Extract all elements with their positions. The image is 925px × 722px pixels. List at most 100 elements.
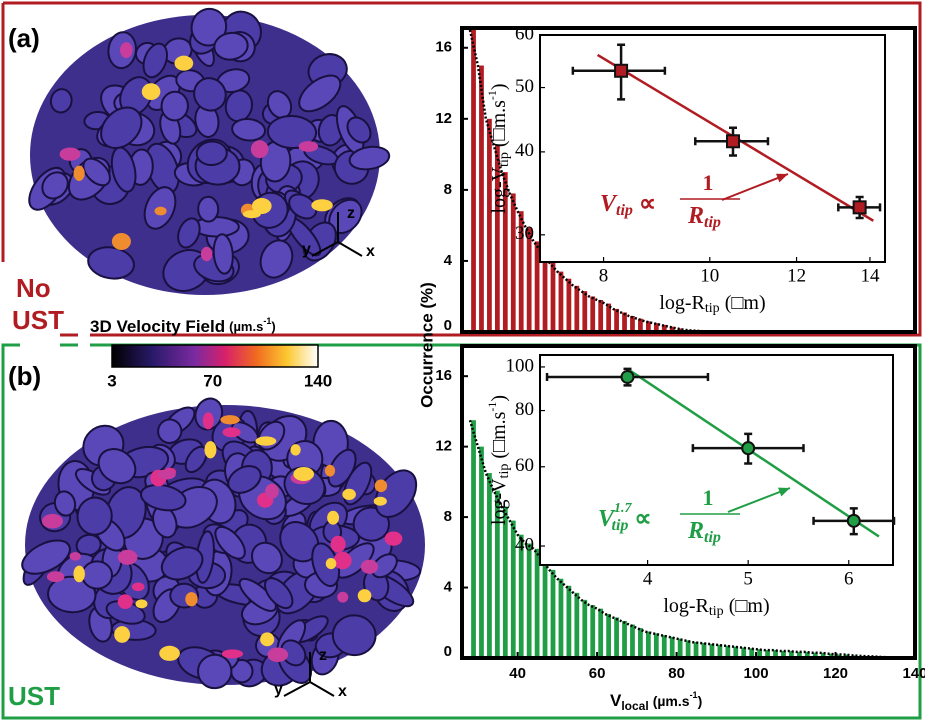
triad-label: x (366, 243, 375, 260)
hot-spot (373, 496, 387, 506)
x-axis-label: Vlocal (µm.s-1) (610, 690, 702, 713)
hot-spot (255, 436, 277, 446)
bar (765, 650, 770, 658)
lump (160, 546, 204, 581)
bar (502, 506, 508, 658)
lump (352, 506, 390, 542)
y-tick-label: 12 (435, 110, 452, 127)
y-tick-label: 60 (515, 23, 534, 44)
bar (590, 605, 596, 658)
x-label-text: log-R (659, 292, 705, 314)
annotation: V1.7 tip ∝ (598, 501, 652, 533)
bar (661, 635, 667, 658)
y-axis-label: log-Vtip (□m.s-1) (485, 395, 512, 525)
hot-spot (298, 141, 319, 152)
bar (733, 646, 739, 658)
lump (160, 90, 189, 122)
colorbar (111, 344, 319, 368)
bar (693, 642, 699, 658)
x-label-sub: tip (709, 604, 724, 619)
bar (487, 473, 492, 658)
hot-spot (174, 55, 194, 71)
hot-spot (311, 199, 333, 212)
hot-spot (374, 479, 388, 493)
x-label-text: log-R (663, 595, 709, 617)
lump (197, 653, 233, 690)
annotation-den-r: R (687, 203, 704, 229)
bar (614, 308, 619, 332)
bar (558, 578, 564, 658)
x-label-sub: local (621, 699, 648, 713)
x-tick-label: 10 (700, 265, 719, 286)
y-tick-label: 0 (444, 643, 452, 660)
hot-spot (131, 582, 145, 592)
bar (669, 636, 675, 658)
bar (542, 252, 548, 332)
y-tick-label: 4 (444, 252, 453, 269)
lump (53, 490, 77, 517)
bar (518, 211, 524, 332)
hot-spot (114, 626, 131, 643)
bar (820, 652, 826, 658)
y-label-text: log-V (488, 166, 510, 213)
y-label-sup: -1 (485, 90, 499, 100)
hot-spot (200, 246, 213, 262)
y-label-text: log-V (488, 478, 510, 525)
x-axis-label: log-Rtip (□m) (663, 595, 769, 620)
bar (677, 638, 683, 658)
hot-spot (360, 559, 379, 574)
arrow (721, 173, 789, 201)
y-tick-label: 4 (444, 579, 453, 596)
bar (725, 645, 731, 658)
lump (214, 525, 246, 560)
annotation: Vtip ∝ (600, 191, 656, 219)
triad-label: z (319, 647, 327, 664)
colorbar-title-text: 3D Velocity Field (90, 317, 225, 336)
x-tick-label: 8 (599, 265, 609, 286)
y-label-sub: tip (497, 464, 512, 479)
lump (288, 193, 318, 220)
bar (614, 617, 619, 658)
colorbar-unit-sup: -1 (263, 316, 271, 326)
hot-spot (293, 467, 315, 482)
x-tick-label: 120 (823, 665, 848, 682)
bar (773, 650, 778, 658)
lump (231, 117, 267, 142)
bar (526, 543, 532, 658)
x-label-unit: (□m) (725, 292, 766, 314)
colorbar-ticks: 3 70 140 (107, 371, 332, 390)
lump (348, 145, 391, 171)
y-tick-label: 16 (435, 367, 452, 384)
lump (82, 157, 111, 187)
x-tick-label: 12 (787, 265, 806, 286)
bar (494, 145, 500, 332)
condition: UST (8, 681, 60, 711)
triad-label: z (347, 205, 355, 222)
bar (542, 559, 548, 658)
bar (558, 271, 564, 332)
bar (717, 644, 723, 658)
hot-spot (325, 557, 337, 570)
lump (195, 140, 228, 167)
arrow-head (778, 487, 790, 497)
arrow-head (776, 173, 788, 183)
lump (140, 483, 187, 512)
axis-triad (283, 212, 363, 697)
hot-spot (46, 571, 65, 583)
lump (49, 88, 73, 114)
bar (796, 651, 802, 658)
y-tick-label: 50 (515, 76, 534, 97)
bar (582, 599, 588, 658)
y-tick-label: 16 (435, 39, 452, 56)
hot-spot (333, 551, 352, 570)
panel-label: (b) (8, 361, 41, 391)
annotation-sub: tip (612, 517, 629, 534)
x-tick-label: 4 (643, 568, 653, 589)
hot-spot (135, 599, 148, 609)
annotation-sub: tip (616, 202, 633, 219)
bar (534, 548, 540, 658)
x-label-unit: (µm.s (653, 693, 690, 709)
lump (346, 116, 372, 144)
bar (709, 643, 715, 658)
bar (804, 651, 810, 658)
